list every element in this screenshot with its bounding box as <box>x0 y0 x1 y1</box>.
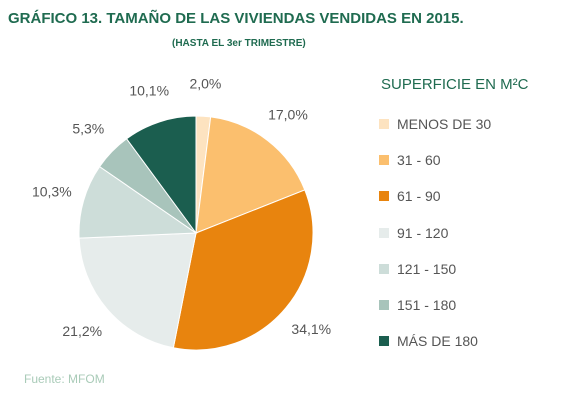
slice-value-label: 2,0% <box>189 75 221 91</box>
slice-value-label: 34,1% <box>291 321 331 337</box>
legend-label: 151 - 180 <box>397 297 457 314</box>
pie-slice-2 <box>195 116 306 234</box>
legend-label: 121 - 150 <box>397 260 457 277</box>
legend-item: 31 - 60 <box>379 142 491 178</box>
pie-slice-5 <box>78 165 198 239</box>
chart-subtitle: (HASTA EL 3er TRIMESTRE) <box>172 38 306 49</box>
legend-swatch <box>379 300 389 311</box>
legend-swatch <box>379 119 389 130</box>
slice-value-label: 21,2% <box>62 323 102 339</box>
legend-swatch <box>379 227 389 238</box>
legend-swatch <box>379 155 389 166</box>
slice-value-label: 17,0% <box>268 106 308 122</box>
legend-item: MENOS DE 30 <box>379 106 491 142</box>
legend-swatch <box>379 336 389 347</box>
pie-slice-4 <box>78 232 197 349</box>
legend-swatch <box>379 263 389 274</box>
legend-item: 121 - 150 <box>379 251 491 287</box>
pie-slice-7 <box>125 115 197 235</box>
chart-title: GRÁFICO 13. TAMAÑO DE LAS VIVIENDAS VEND… <box>8 10 464 27</box>
slice-value-label: 10,3% <box>32 184 72 200</box>
legend-item: 61 - 90 <box>379 178 491 214</box>
legend-item: 151 - 180 <box>379 287 491 323</box>
slice-value-label: 10,1% <box>129 82 169 98</box>
legend-label: 61 - 90 <box>397 188 441 205</box>
legend-title: SUPERFICIE EN M²C <box>381 76 529 93</box>
source-note: Fuente: MFOM <box>24 372 105 386</box>
legend-label: 31 - 60 <box>397 152 441 169</box>
legend-label: 91 - 120 <box>397 224 449 241</box>
pie-slice-3 <box>172 189 314 351</box>
legend: MENOS DE 30 31 - 60 61 - 90 91 - 120 121 - 1… <box>379 106 491 359</box>
slice-value-label: 5,3% <box>72 121 104 137</box>
legend-item: MÁS DE 180 <box>379 323 491 359</box>
legend-swatch <box>379 191 389 202</box>
legend-item: 91 - 120 <box>379 215 491 251</box>
legend-label: MENOS DE 30 <box>397 116 492 133</box>
legend-label: MÁS DE 180 <box>397 333 478 350</box>
